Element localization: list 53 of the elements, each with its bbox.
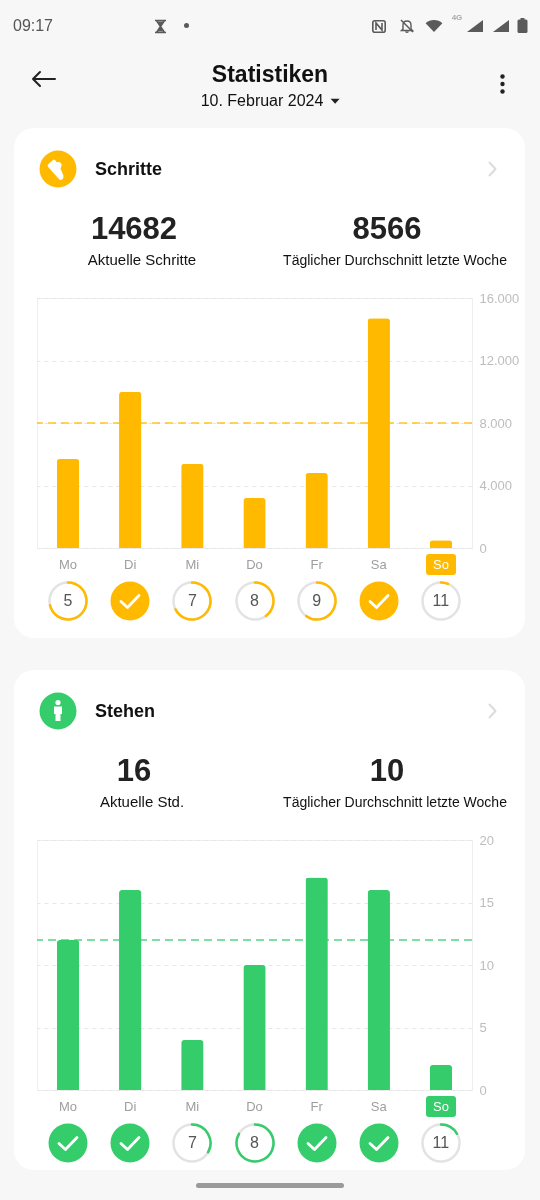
x-tick-label: Sa [370,556,388,572]
x-tick-label: Mo [59,556,78,572]
y-tick-label: 16.000 [479,290,520,306]
text: 10. Februar 2024 [200,91,324,109]
y-tick-label: 4.000 [479,478,513,493]
y-tick-label: 20 [479,832,494,848]
x-tick-label: Mi [185,556,200,572]
bar [181,463,204,548]
y-tick-label: 0 [479,1082,487,1098]
text: 8566 [352,211,422,247]
text: Täglicher Durchschnitt letzte Woche [283,793,507,811]
text: Aktuelle Schritte [87,251,197,269]
chart-title: Stehen [95,700,156,722]
bar [181,1040,204,1090]
x-tick-label: Sa [370,1098,388,1114]
bar [305,473,328,548]
text: 7 [187,1133,197,1153]
x-tick-label: Do [246,556,263,572]
y-tick-label: 12.000 [479,353,520,368]
x-tick-label: Do [246,1098,263,1114]
y-tick-label: 5 [479,1020,487,1035]
bar [243,498,266,548]
y-tick-label: 8.000 [479,415,513,431]
x-tick-label: Fr [310,556,324,572]
text: Täglicher Durchschnitt letzte Woche [283,251,507,269]
text: 09:17 [12,16,54,36]
text: 16 [116,753,152,789]
text: 5 [63,591,73,611]
x-tick-label: Di [124,1098,137,1114]
y-tick-label: 0 [479,540,487,556]
text: 4G [451,13,463,23]
text: Aktuelle Std. [99,793,185,811]
text: 9 [312,591,322,611]
x-tick-label: Fr [310,1098,324,1114]
text: 7 [187,591,197,611]
text: 11 [432,591,450,611]
text: 11 [432,1133,450,1153]
x-tick-label: So [432,556,449,572]
text: 8 [250,1133,259,1153]
bar [56,458,80,548]
y-tick-label: 10 [479,957,494,973]
text: Statistiken [211,60,329,88]
x-tick-label: So [432,1098,449,1114]
text: 14682 [90,211,178,247]
bar [429,1065,453,1090]
x-tick-label: Mo [59,1098,78,1114]
y-tick-label: 15 [479,895,494,910]
x-tick-label: Di [124,556,137,572]
text: 8 [250,591,259,611]
text: 10 [369,753,405,789]
x-tick-label: Mi [185,1098,200,1114]
bar [243,965,266,1090]
chart-title: Schritte [95,158,163,180]
